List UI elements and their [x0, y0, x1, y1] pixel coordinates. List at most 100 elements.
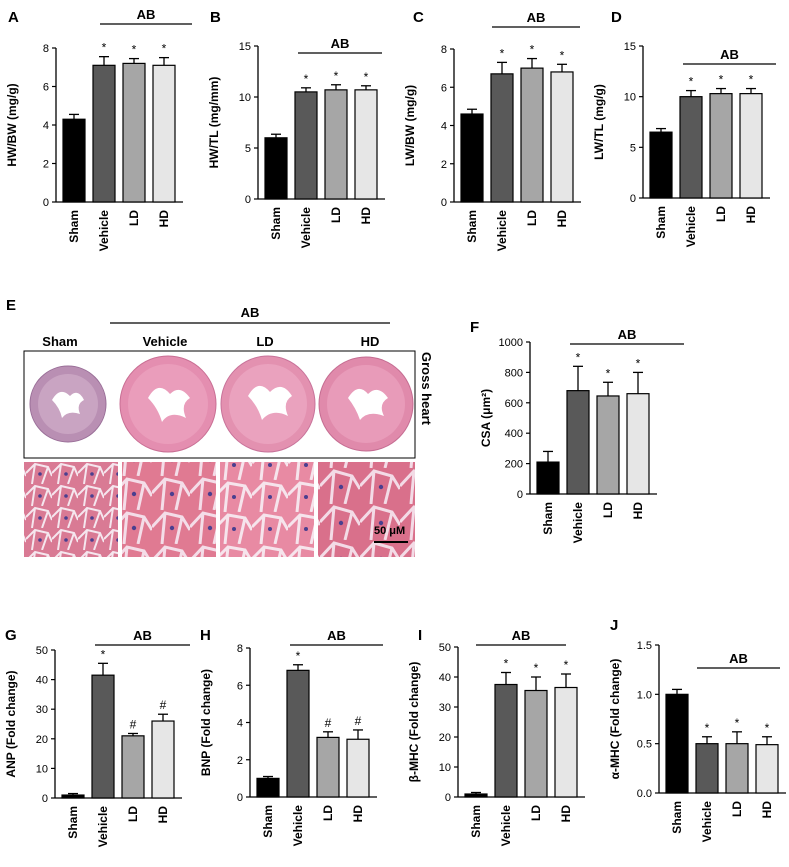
- y-tick-label: 2: [441, 159, 447, 171]
- category-label-vehicle: Vehicle: [700, 801, 714, 843]
- column-label-ld: LD: [256, 334, 273, 349]
- significance-mark-vehicle: *: [705, 721, 710, 735]
- significance-mark-ld: *: [334, 69, 339, 83]
- heart-section-vehicle: [119, 355, 217, 453]
- category-label-ld: LD: [321, 805, 335, 821]
- scale-bar-label: 50 μM: [374, 525, 405, 537]
- category-label-hd: HD: [351, 805, 365, 823]
- bar-hd: [550, 71, 574, 203]
- y-tick-label: 2: [237, 755, 243, 767]
- significance-mark-ld: #: [325, 716, 332, 730]
- y-axis-label: HW/BW (mg/g): [5, 83, 19, 166]
- significance-mark-hd: *: [636, 356, 641, 370]
- category-label-vehicle: Vehicle: [291, 805, 305, 847]
- bar-sham: [256, 777, 280, 798]
- bar-hd: [152, 64, 176, 203]
- bar-ld: [524, 689, 548, 798]
- y-tick-label: 1000: [499, 337, 523, 349]
- category-label-sham: Sham: [654, 206, 668, 239]
- micrograph-vehicle: [122, 462, 216, 557]
- y-tick-label: 0: [517, 489, 523, 501]
- bar-ld: [316, 736, 340, 798]
- category-label-vehicle: Vehicle: [495, 210, 509, 252]
- significance-mark-vehicle: *: [101, 647, 106, 661]
- chart-panel-j: J 0.0 0.5 1.0 1.5 α-MHC (Fold change) Sham * Veh…: [608, 617, 786, 842]
- category-label-vehicle: Vehicle: [684, 206, 698, 248]
- group-label: AB: [133, 628, 152, 643]
- category-label-sham: Sham: [66, 806, 80, 839]
- category-label-hd: HD: [744, 206, 758, 224]
- y-axis-label: LW/BW (mg/g): [403, 85, 417, 166]
- category-label-vehicle: Vehicle: [97, 210, 111, 252]
- y-tick-label: 6: [43, 82, 49, 94]
- category-label-sham: Sham: [465, 210, 479, 243]
- y-tick-label: 4: [441, 121, 447, 133]
- y-tick-label: 200: [505, 459, 523, 471]
- category-label-ld: LD: [127, 210, 141, 226]
- category-label-hd: HD: [559, 805, 573, 823]
- y-tick-label: 0: [245, 194, 251, 206]
- y-tick-label: 6: [237, 680, 243, 692]
- bar-vehicle: [286, 669, 310, 798]
- category-label-ld: LD: [714, 206, 728, 222]
- significance-mark-vehicle: *: [576, 350, 581, 364]
- chart-panel-h: H 0 2 4 6 8 BNP (Fold change) Sham * Vehicle # LD # H…: [199, 627, 383, 846]
- y-tick-label: 4: [43, 120, 49, 132]
- bar-sham: [649, 131, 673, 199]
- bar-hd: [755, 744, 779, 794]
- bar-hd: [626, 393, 650, 495]
- bar-ld: [596, 395, 620, 495]
- y-tick-label: 0: [42, 793, 48, 805]
- bar-ld: [121, 735, 145, 799]
- category-label-ld: LD: [601, 502, 615, 518]
- bar-ld: [520, 67, 544, 203]
- group-label: AB: [512, 628, 531, 643]
- category-label-hd: HD: [631, 502, 645, 520]
- significance-mark-hd: *: [765, 721, 770, 735]
- y-axis-label: CSA (μm²): [479, 389, 493, 447]
- category-label-hd: HD: [760, 801, 774, 819]
- significance-mark-vehicle: *: [504, 657, 509, 671]
- bar-hd: [354, 89, 378, 200]
- panel-label-b: B: [210, 9, 221, 26]
- category-label-sham: Sham: [541, 502, 555, 535]
- bar-sham: [264, 137, 288, 200]
- y-tick-label: 0: [43, 197, 49, 209]
- significance-mark-vehicle: *: [102, 41, 107, 55]
- chart-panel-f: F 0 200 400 600 800 1000 CSA (μm²) Sham * Vehicle *…: [470, 319, 684, 543]
- category-label-vehicle: Vehicle: [299, 207, 313, 249]
- bar-hd: [151, 720, 175, 799]
- y-tick-label: 0.5: [637, 739, 652, 751]
- bar-sham: [536, 461, 560, 495]
- y-tick-label: 50: [439, 642, 451, 654]
- y-axis-label: α-MHC (Fold change): [608, 659, 622, 780]
- group-label: AB: [527, 10, 546, 25]
- significance-mark-ld: *: [735, 716, 740, 730]
- bar-vehicle: [695, 743, 719, 794]
- panel-label-e: E: [6, 297, 16, 314]
- bar-hd: [739, 93, 763, 199]
- y-tick-label: 400: [505, 428, 523, 440]
- category-label-ld: LD: [525, 210, 539, 226]
- bar-ld: [122, 62, 146, 203]
- category-label-ld: LD: [126, 806, 140, 822]
- group-label: AB: [137, 7, 156, 22]
- y-tick-label: 0: [445, 792, 451, 804]
- panel-label-i: I: [418, 627, 422, 644]
- significance-mark-vehicle: *: [689, 75, 694, 89]
- y-tick-label: 10: [239, 92, 251, 104]
- group-label: AB: [729, 651, 748, 666]
- bar-ld: [709, 93, 733, 199]
- category-label-hd: HD: [156, 806, 170, 824]
- panel-label-d: D: [611, 9, 622, 26]
- y-tick-label: 20: [439, 732, 451, 744]
- chart-panel-a: A 0 2 4 6 8 HW/BW (mg/g) Sham * Vehicle * LD * HD AB: [5, 7, 192, 251]
- panel-label-f: F: [470, 319, 479, 336]
- significance-mark-ld: *: [534, 661, 539, 675]
- category-label-hd: HD: [157, 210, 171, 228]
- y-tick-label: 8: [441, 44, 447, 56]
- heart-section-hd: [318, 356, 414, 452]
- category-label-sham: Sham: [469, 805, 483, 838]
- y-tick-label: 0: [237, 792, 243, 804]
- category-label-hd: HD: [555, 210, 569, 228]
